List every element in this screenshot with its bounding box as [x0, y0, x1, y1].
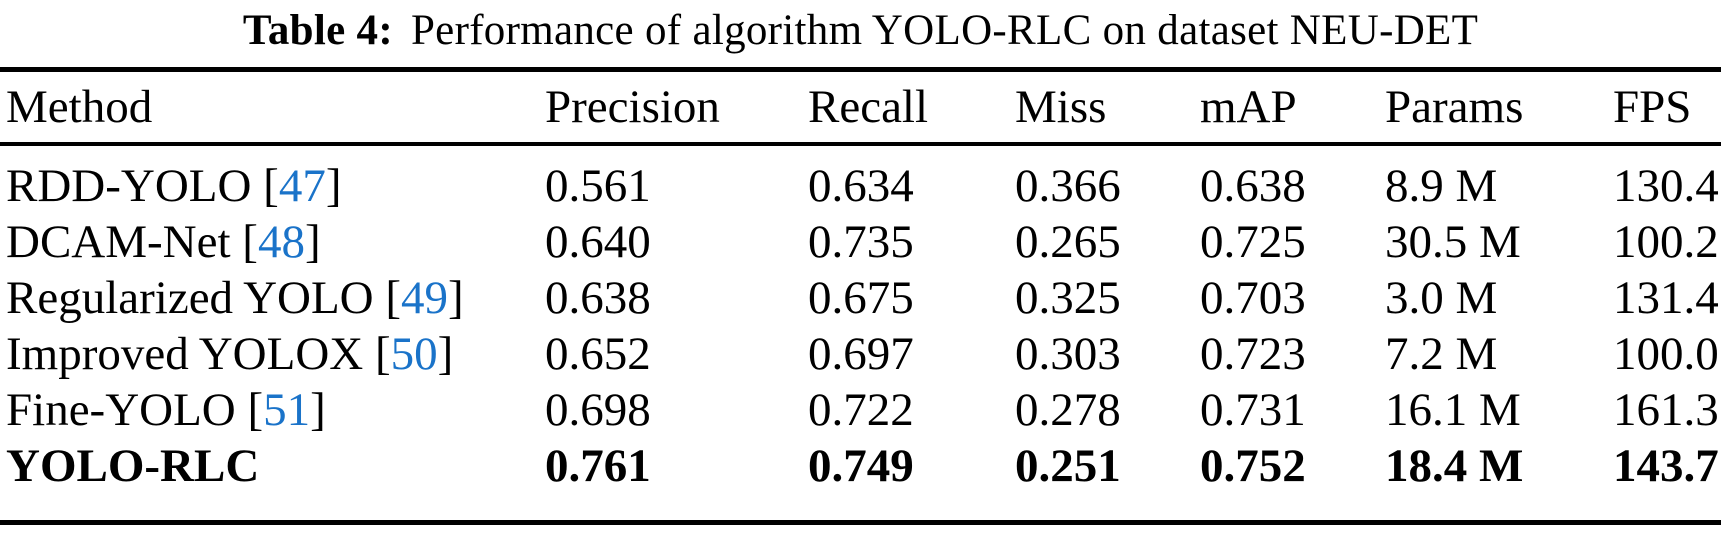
cell-map: 0.703 [1200, 271, 1306, 324]
cell-miss: 0.251 [1015, 439, 1121, 492]
header-row: Method Precision Recall Miss mAP Params … [0, 69, 1721, 146]
cell-precision: 0.561 [545, 159, 651, 212]
citation-bracket-close: ] [325, 159, 342, 212]
method-name: Improved YOLOX [6, 327, 364, 380]
cell-miss: 0.366 [1015, 159, 1121, 212]
cell-fps: 161.3 [1613, 383, 1719, 436]
cell-method: Improved YOLOX [50] [0, 326, 545, 382]
cell-miss: 0.278 [1015, 383, 1121, 436]
cell-miss: 0.325 [1015, 271, 1121, 324]
citation-bracket-close: ] [448, 271, 464, 324]
cell-precision: 0.698 [545, 383, 651, 436]
cell-precision: 0.761 [545, 439, 651, 492]
table-caption: Table 4: Performance of algorithm YOLO-RL… [0, 0, 1721, 67]
citation-link[interactable]: 47 [278, 159, 326, 212]
col-header-fps: FPS [1613, 69, 1721, 146]
cell-recall: 0.675 [808, 271, 914, 324]
cell-params: 18.4 M [1385, 439, 1524, 492]
cell-map: 0.752 [1200, 439, 1306, 492]
cell-recall: 0.749 [808, 439, 914, 492]
cell-miss: 0.303 [1015, 327, 1121, 380]
col-header-method: Method [0, 69, 545, 146]
citation-bracket-close: ] [310, 383, 326, 436]
col-header-miss: Miss [1015, 69, 1200, 146]
cell-recall: 0.634 [808, 159, 914, 212]
method-name: Fine-YOLO [6, 383, 236, 436]
method-name: RDD-YOLO [6, 159, 252, 212]
method-name: YOLO-RLC [6, 439, 260, 492]
cell-recall: 0.735 [808, 215, 914, 268]
table-row: RDD-YOLO [47] 0.561 0.634 0.366 0.638 8.… [0, 144, 1721, 214]
table-caption-text: Performance of algorithm YOLO-RLC on dat… [410, 7, 1479, 54]
table-row-proposed-method: YOLO-RLC 0.761 0.749 0.251 0.752 18.4 M … [0, 438, 1721, 523]
cell-fps: 131.4 [1613, 271, 1719, 324]
results-table: Method Precision Recall Miss mAP Params … [0, 67, 1721, 525]
cell-precision: 0.652 [545, 327, 651, 380]
method-name: DCAM-Net [6, 215, 231, 268]
table-caption-label: Table 4: [242, 7, 393, 54]
col-header-map: mAP [1200, 69, 1385, 146]
cell-precision: 0.640 [545, 215, 651, 268]
cell-map: 0.638 [1200, 159, 1306, 212]
citation-link[interactable]: 51 [263, 383, 311, 436]
cell-recall: 0.722 [808, 383, 914, 436]
table-row: Regularized YOLO [49] 0.638 0.675 0.325 … [0, 270, 1721, 326]
cell-method: Fine-YOLO [51] [0, 382, 545, 438]
cell-fps: 130.4 [1613, 159, 1719, 212]
citation-link[interactable]: 50 [390, 327, 438, 380]
cell-map: 0.723 [1200, 327, 1306, 380]
cell-params: 16.1 M [1385, 383, 1521, 436]
citation-link[interactable]: 49 [401, 271, 449, 324]
cell-params: 7.2 M [1385, 327, 1498, 380]
cell-map: 0.731 [1200, 383, 1306, 436]
cell-fps: 100.0 [1613, 327, 1719, 380]
table-row: Improved YOLOX [50] 0.652 0.697 0.303 0.… [0, 326, 1721, 382]
citation-bracket-close: ] [437, 327, 454, 380]
table-row: DCAM-Net [48] 0.640 0.735 0.265 0.725 30… [0, 214, 1721, 270]
col-header-recall: Recall [808, 69, 1015, 146]
cell-method: YOLO-RLC [0, 438, 545, 523]
cell-params: 8.9 M [1385, 159, 1498, 212]
cell-method: RDD-YOLO [47] [0, 144, 545, 214]
col-header-params: Params [1385, 69, 1613, 146]
citation-bracket-close: ] [304, 215, 321, 268]
cell-fps: 100.2 [1613, 215, 1719, 268]
cell-recall: 0.697 [808, 327, 914, 380]
citation-bracket-open: [ [373, 271, 402, 324]
cell-map: 0.725 [1200, 215, 1306, 268]
citation-link[interactable]: 48 [257, 215, 305, 268]
cell-fps: 143.7 [1613, 439, 1719, 492]
citation-bracket-open: [ [251, 159, 279, 212]
cell-params: 30.5 M [1385, 215, 1521, 268]
table-row: Fine-YOLO [51] 0.698 0.722 0.278 0.731 1… [0, 382, 1721, 438]
citation-bracket-open: [ [230, 215, 258, 268]
cell-method: DCAM-Net [48] [0, 214, 545, 270]
cell-precision: 0.638 [545, 271, 651, 324]
citation-bracket-open: [ [363, 327, 391, 380]
col-header-precision: Precision [545, 69, 808, 146]
method-name: Regularized YOLO [6, 271, 374, 324]
cell-method: Regularized YOLO [49] [0, 270, 545, 326]
cell-params: 3.0 M [1385, 271, 1498, 324]
cell-miss: 0.265 [1015, 215, 1121, 268]
citation-bracket-open: [ [235, 383, 264, 436]
